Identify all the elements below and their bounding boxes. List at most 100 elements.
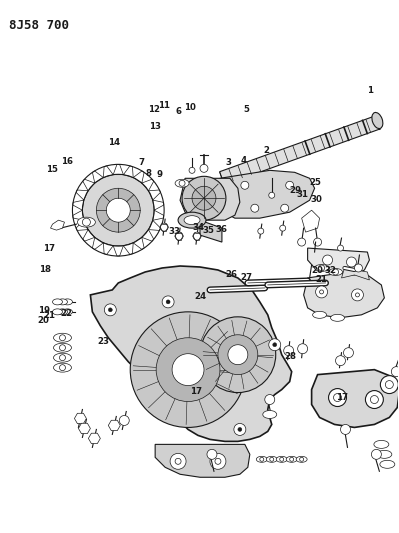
Ellipse shape [63, 299, 73, 305]
Circle shape [354, 264, 362, 272]
Text: 14: 14 [109, 138, 120, 147]
Circle shape [380, 376, 398, 393]
Ellipse shape [314, 264, 328, 271]
Circle shape [290, 457, 294, 462]
Circle shape [280, 225, 286, 231]
Text: 17: 17 [43, 245, 55, 254]
Ellipse shape [53, 299, 63, 305]
Circle shape [260, 457, 264, 462]
Text: 25: 25 [310, 178, 322, 187]
Circle shape [316, 286, 328, 298]
Circle shape [218, 335, 258, 375]
Circle shape [207, 449, 217, 459]
Text: 33: 33 [169, 228, 181, 237]
Text: 28: 28 [284, 352, 296, 361]
Ellipse shape [377, 450, 392, 458]
Circle shape [371, 449, 381, 459]
Circle shape [210, 454, 226, 469]
Text: 31: 31 [296, 190, 308, 199]
Text: 20: 20 [311, 266, 323, 275]
Ellipse shape [57, 309, 67, 315]
Circle shape [332, 269, 338, 275]
Circle shape [328, 389, 346, 407]
Text: 21: 21 [315, 275, 327, 284]
Text: 17: 17 [336, 393, 348, 402]
Text: 13: 13 [149, 122, 161, 131]
Circle shape [298, 344, 308, 354]
Circle shape [59, 354, 65, 361]
Circle shape [179, 180, 185, 186]
Polygon shape [200, 220, 222, 242]
Polygon shape [302, 210, 320, 232]
Circle shape [104, 304, 116, 316]
Ellipse shape [372, 112, 383, 128]
Text: 36: 36 [216, 225, 228, 234]
Text: 23: 23 [97, 337, 109, 346]
Circle shape [156, 338, 220, 401]
Polygon shape [342, 268, 369, 280]
Ellipse shape [312, 311, 326, 318]
Text: 9: 9 [157, 169, 163, 179]
Polygon shape [312, 370, 399, 427]
Text: 22: 22 [60, 309, 72, 318]
Text: 2: 2 [263, 146, 269, 155]
Circle shape [318, 265, 324, 271]
Ellipse shape [374, 440, 389, 448]
Ellipse shape [57, 299, 67, 305]
Ellipse shape [53, 363, 71, 372]
Text: 6: 6 [176, 107, 182, 116]
Circle shape [59, 345, 65, 351]
Polygon shape [308, 248, 369, 275]
Polygon shape [219, 116, 380, 185]
Ellipse shape [296, 456, 307, 462]
Circle shape [228, 345, 248, 365]
Ellipse shape [184, 216, 200, 224]
Ellipse shape [53, 343, 71, 352]
Text: 16: 16 [61, 157, 73, 166]
Ellipse shape [328, 269, 342, 276]
Text: 35: 35 [202, 226, 214, 235]
Circle shape [193, 232, 201, 240]
Text: 15: 15 [45, 165, 57, 174]
Circle shape [298, 238, 306, 246]
Circle shape [334, 393, 342, 401]
Circle shape [238, 427, 242, 431]
Circle shape [234, 423, 246, 435]
Circle shape [284, 346, 294, 356]
Text: 3: 3 [225, 158, 231, 167]
Text: 32: 32 [325, 266, 337, 275]
Circle shape [314, 238, 322, 246]
Circle shape [189, 167, 195, 173]
Circle shape [280, 457, 284, 462]
Circle shape [322, 255, 332, 265]
Circle shape [300, 457, 304, 462]
Text: 24: 24 [194, 292, 206, 301]
Polygon shape [79, 423, 91, 434]
Ellipse shape [53, 333, 71, 342]
Circle shape [391, 367, 399, 377]
Circle shape [385, 381, 393, 389]
Ellipse shape [380, 461, 395, 469]
Ellipse shape [286, 456, 297, 462]
Circle shape [83, 174, 154, 246]
Circle shape [270, 457, 274, 462]
Text: 8J58 700: 8J58 700 [9, 19, 69, 32]
Circle shape [162, 296, 174, 308]
Circle shape [241, 181, 249, 189]
Ellipse shape [178, 212, 206, 228]
Text: 20: 20 [38, 316, 49, 325]
Circle shape [172, 354, 204, 385]
Circle shape [269, 339, 281, 351]
Circle shape [286, 181, 294, 189]
Circle shape [346, 257, 356, 267]
Circle shape [200, 164, 208, 172]
Ellipse shape [63, 309, 73, 315]
Text: 17: 17 [190, 387, 202, 396]
Polygon shape [304, 272, 384, 318]
Ellipse shape [53, 309, 63, 315]
Circle shape [119, 416, 129, 425]
Polygon shape [180, 179, 240, 220]
Circle shape [281, 204, 289, 212]
Circle shape [166, 300, 170, 304]
Circle shape [320, 290, 324, 294]
